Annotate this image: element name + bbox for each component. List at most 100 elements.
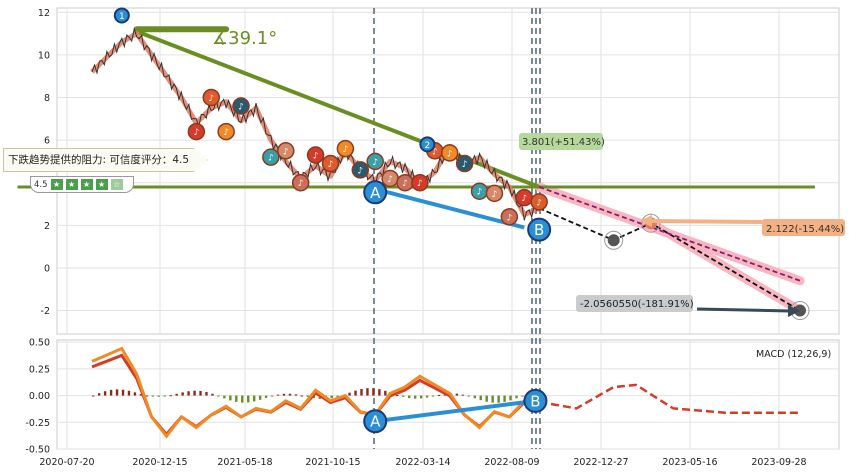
histogram-bar — [485, 395, 488, 402]
note-glyph: ♪ — [223, 128, 229, 138]
x-tick-label: 2021-10-15 — [305, 457, 360, 468]
histogram-bar — [175, 393, 178, 396]
histogram-bar — [133, 392, 137, 396]
y-tick-label: 0 — [44, 263, 50, 274]
price-grid — [57, 8, 839, 334]
histogram-bar — [258, 395, 262, 400]
note-glyph: ♪ — [313, 152, 319, 162]
macd-point-label: A — [370, 413, 381, 431]
point-marker — [363, 180, 388, 205]
note-glyph: ♪ — [372, 158, 378, 168]
note-glyph: ♪ — [298, 179, 304, 189]
point-label: A — [370, 184, 381, 202]
histogram-bar — [121, 389, 125, 396]
note-glyph: ♪ — [462, 160, 468, 170]
note-marker — [187, 122, 206, 141]
projection-2-line — [538, 186, 801, 282]
axis-ticks: 2020-07-20 2020-12-15 2021-05-18 2021-10-15… — [25, 8, 806, 468]
annotation-target: 2.122(-15.44%) — [640, 215, 845, 236]
projection-point — [607, 234, 620, 247]
gain-label: 3.801(+51.43%) — [522, 137, 605, 148]
projection-point — [794, 304, 806, 317]
macd-layer: AB — [91, 346, 800, 439]
score-value: 4.5 — [34, 179, 48, 190]
histogram-bar — [396, 395, 399, 397]
angle-label: ∡39.1° — [212, 28, 277, 49]
note-glyph: ♪ — [357, 166, 363, 176]
histogram-bar — [360, 389, 363, 396]
star-half-icon: ☆ — [110, 179, 123, 190]
histogram-bar — [509, 395, 512, 401]
histogram-bar — [467, 395, 471, 397]
note-marker — [530, 193, 548, 211]
macd-channel-line — [374, 398, 536, 424]
point-label: B — [534, 221, 544, 239]
y-tick-label: -0.50 — [25, 445, 50, 456]
histogram-bar — [241, 395, 244, 403]
histogram-bar — [103, 391, 107, 396]
histogram-bar — [235, 395, 238, 402]
note-marker — [485, 184, 504, 203]
x-tick-label: 2023-05-16 — [662, 457, 717, 468]
macd-point-marker — [363, 409, 388, 434]
projection-1-line — [538, 207, 801, 312]
histogram-bar — [455, 393, 459, 396]
histogram-bar — [139, 394, 143, 396]
histogram-bar — [252, 395, 256, 402]
histogram-bar — [187, 391, 190, 396]
histogram-bar — [419, 395, 423, 399]
histogram-bar — [169, 395, 172, 397]
x-tick-label: 2022-03-14 — [395, 457, 450, 468]
point-marker — [113, 7, 130, 24]
histogram-bar — [515, 395, 518, 399]
note-glyph: ♪ — [432, 147, 438, 157]
histogram-bar — [425, 395, 429, 398]
histogram-bar — [384, 390, 387, 396]
note-glyph: ♪ — [268, 154, 274, 164]
note-marker — [321, 154, 340, 173]
histogram-bar — [199, 390, 202, 396]
histogram-bar — [402, 395, 405, 397]
histogram-bar — [205, 391, 208, 396]
histogram-bar — [378, 389, 381, 396]
note-marker — [500, 208, 519, 226]
histogram-bar — [372, 388, 375, 396]
histogram-bar — [348, 392, 351, 396]
histogram-bar — [521, 395, 524, 397]
projection-label: -2.0560550(-181.91%) — [580, 299, 694, 310]
note-marker — [306, 146, 325, 164]
histogram-bar — [115, 389, 119, 396]
projection-point-ring — [604, 230, 624, 250]
x-tick-label: 2020-12-15 — [132, 457, 187, 468]
note-glyph: ♪ — [208, 94, 214, 104]
histogram-bar — [229, 395, 232, 401]
histogram-bar — [211, 393, 214, 396]
point-marker — [527, 217, 552, 242]
score-badge: 4.5 ★ ★ ★ ★ ☆ — [30, 176, 134, 193]
macd-title: MACD (12,26,9) — [756, 349, 831, 360]
y-tick-label: 10 — [38, 50, 50, 61]
histogram-bar — [97, 393, 101, 396]
histogram-bar — [247, 395, 250, 403]
histogram-bar — [497, 395, 500, 403]
histogram-bar — [336, 395, 339, 397]
x-tick-label: 2023-09-28 — [751, 457, 806, 468]
note-marker — [262, 148, 280, 166]
y-tick-label: -2 — [41, 306, 50, 317]
histogram-bar — [407, 395, 411, 399]
point-label: 1 — [119, 12, 125, 22]
histogram-bar — [306, 395, 310, 397]
histogram-bar — [354, 390, 357, 396]
histogram-bar — [366, 388, 369, 396]
note-marker — [440, 144, 459, 162]
histogram-bar — [437, 394, 441, 396]
y-tick-label: 8 — [44, 93, 50, 104]
note-marker — [202, 88, 220, 107]
note-marker — [455, 154, 474, 173]
note-marker — [217, 122, 235, 141]
histogram-bar — [270, 395, 274, 397]
histogram-bar — [127, 390, 131, 396]
note-marker — [291, 173, 310, 192]
y-tick-label: 6 — [44, 136, 50, 147]
histogram-bar — [413, 395, 417, 399]
